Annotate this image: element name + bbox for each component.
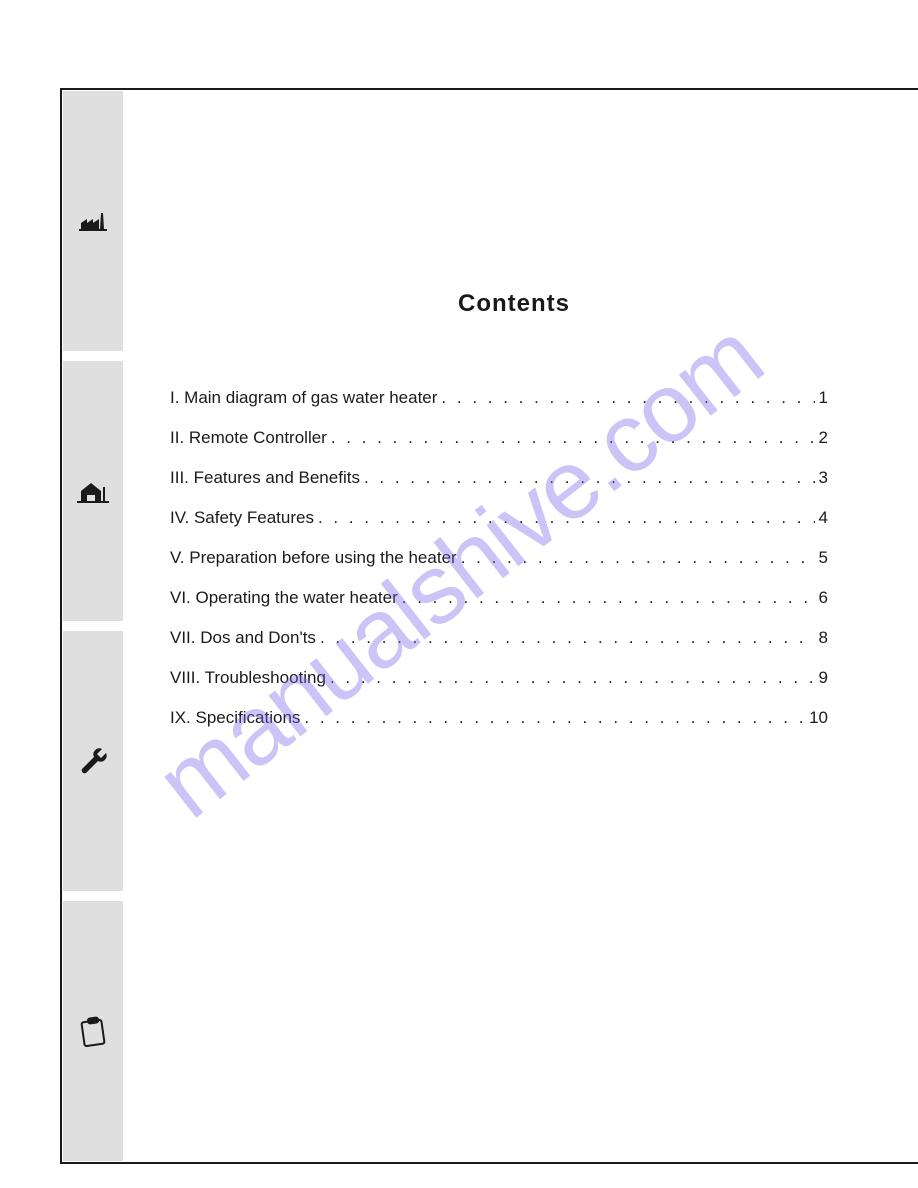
toc-label: IX. Specifications [170, 708, 300, 728]
toc-page: 2 [819, 428, 828, 448]
toc-label: IV. Safety Features [170, 508, 314, 528]
toc-dots: . . . . . . . . . . . . . . . . . . . . … [461, 548, 815, 568]
toc-row: IX. Specifications . . . . . . . . . . .… [170, 708, 828, 728]
wrench-icon [77, 745, 109, 777]
toc-row: IV. Safety Features . . . . . . . . . . … [170, 508, 828, 528]
toc-label: V. Preparation before using the heater [170, 548, 457, 568]
toc-label: VIII. Troubleshooting [170, 668, 326, 688]
toc-row: VI. Operating the water heater . . . . .… [170, 588, 828, 608]
sidebar [62, 90, 124, 1162]
toc-page: 9 [819, 668, 828, 688]
sidebar-block-1 [62, 90, 124, 352]
house-icon [77, 475, 109, 507]
toc-list: I. Main diagram of gas water heater . . … [160, 388, 868, 728]
toc-dots: . . . . . . . . . . . . . . . . . . . . … [330, 668, 815, 688]
toc-page: 8 [819, 628, 828, 648]
toc-dots: . . . . . . . . . . . . . . . . . . . . … [402, 588, 815, 608]
page-title: Contents [160, 290, 868, 318]
clipboard-icon [77, 1015, 109, 1047]
toc-label: VII. Dos and Don'ts [170, 628, 316, 648]
toc-page: 6 [819, 588, 828, 608]
toc-dots: . . . . . . . . . . . . . . . . . . . . … [441, 388, 814, 408]
toc-row: I. Main diagram of gas water heater . . … [170, 388, 828, 408]
toc-page: 10 [809, 708, 828, 728]
toc-dots: . . . . . . . . . . . . . . . . . . . . … [331, 428, 815, 448]
sidebar-block-2 [62, 360, 124, 622]
toc-page: 1 [819, 388, 828, 408]
toc-row: VII. Dos and Don'ts . . . . . . . . . . … [170, 628, 828, 648]
toc-label: VI. Operating the water heater [170, 588, 398, 608]
toc-page: 5 [819, 548, 828, 568]
sidebar-block-4 [62, 900, 124, 1162]
factory-icon [77, 205, 109, 237]
toc-dots: . . . . . . . . . . . . . . . . . . . . … [364, 468, 815, 488]
toc-label: I. Main diagram of gas water heater [170, 388, 437, 408]
toc-row: II. Remote Controller . . . . . . . . . … [170, 428, 828, 448]
toc-row: V. Preparation before using the heater .… [170, 548, 828, 568]
toc-label: III. Features and Benefits [170, 468, 360, 488]
toc-page: 4 [819, 508, 828, 528]
toc-page: 3 [819, 468, 828, 488]
toc-dots: . . . . . . . . . . . . . . . . . . . . … [304, 708, 805, 728]
toc-row: VIII. Troubleshooting . . . . . . . . . … [170, 668, 828, 688]
toc-dots: . . . . . . . . . . . . . . . . . . . . … [320, 628, 815, 648]
content-area: Contents I. Main diagram of gas water he… [160, 90, 868, 1162]
toc-row: III. Features and Benefits . . . . . . .… [170, 468, 828, 488]
toc-label: II. Remote Controller [170, 428, 327, 448]
sidebar-block-3 [62, 630, 124, 892]
toc-dots: . . . . . . . . . . . . . . . . . . . . … [318, 508, 815, 528]
